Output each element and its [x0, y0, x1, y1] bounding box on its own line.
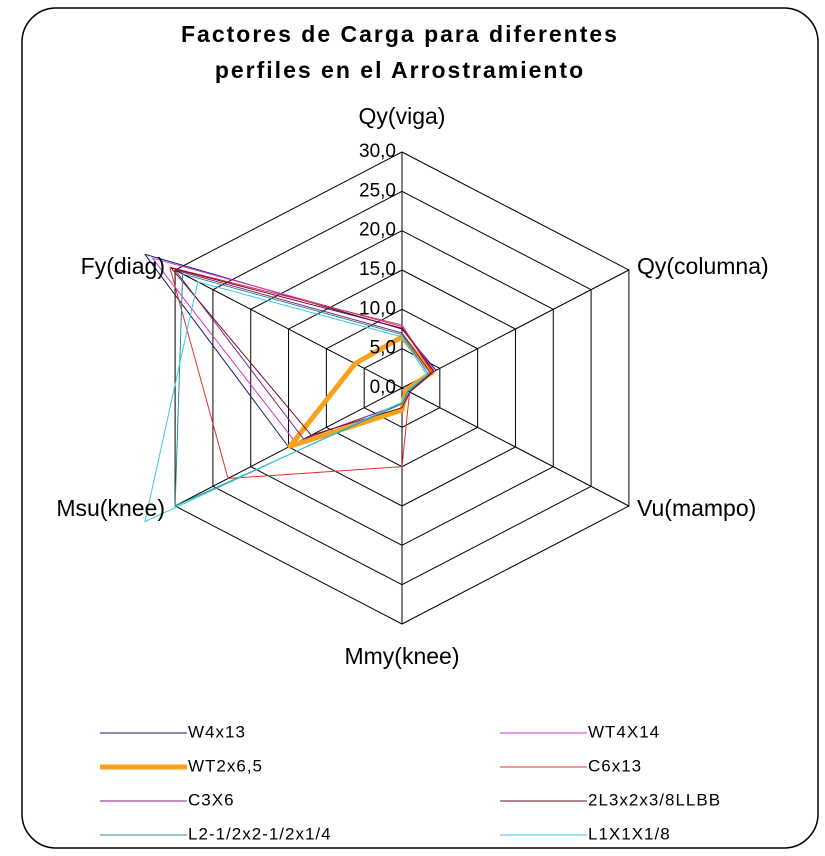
tick-label: 20,0 — [359, 220, 396, 241]
axis-label: Mmy(knee) — [344, 643, 459, 669]
legend-label: WT2x6,5 — [188, 756, 263, 775]
legend-label: L1X1X1/8 — [588, 824, 671, 843]
axis-label: Qy(columna) — [637, 253, 769, 279]
chart-title: Factores de Carga para diferentes — [181, 21, 619, 47]
series-line — [144, 281, 428, 523]
tick-label: 15,0 — [359, 259, 396, 280]
tick-label: 25,0 — [359, 180, 396, 201]
series-line — [174, 273, 429, 507]
tick-label: 30,0 — [359, 141, 396, 162]
legend-label: C6x13 — [588, 756, 642, 775]
tick-label: 5,0 — [370, 338, 396, 359]
tick-label: 0,0 — [370, 377, 396, 398]
legend-label: L2-1/2x2-1/2x1/4 — [188, 824, 332, 843]
legend-label: 2L3x2x3/8LLBB — [588, 790, 721, 809]
chart-title: perfiles en el Arrostramiento — [215, 57, 585, 83]
legend-label: C3X6 — [188, 790, 235, 809]
axis-spoke — [174, 269, 403, 389]
series-line — [170, 267, 435, 436]
axis-label: Fy(diag) — [81, 253, 165, 279]
axis-label: Qy(viga) — [359, 103, 446, 129]
axis-spoke — [401, 269, 630, 389]
axis-label: Vu(mampo) — [637, 495, 756, 521]
legend-label: WT4X14 — [588, 722, 660, 741]
legend-label: W4x13 — [188, 722, 246, 741]
axis-spoke — [401, 387, 630, 507]
tick-label: 10,0 — [359, 298, 396, 319]
chart-border — [21, 7, 819, 849]
axis-label: Msu(knee) — [56, 495, 165, 521]
